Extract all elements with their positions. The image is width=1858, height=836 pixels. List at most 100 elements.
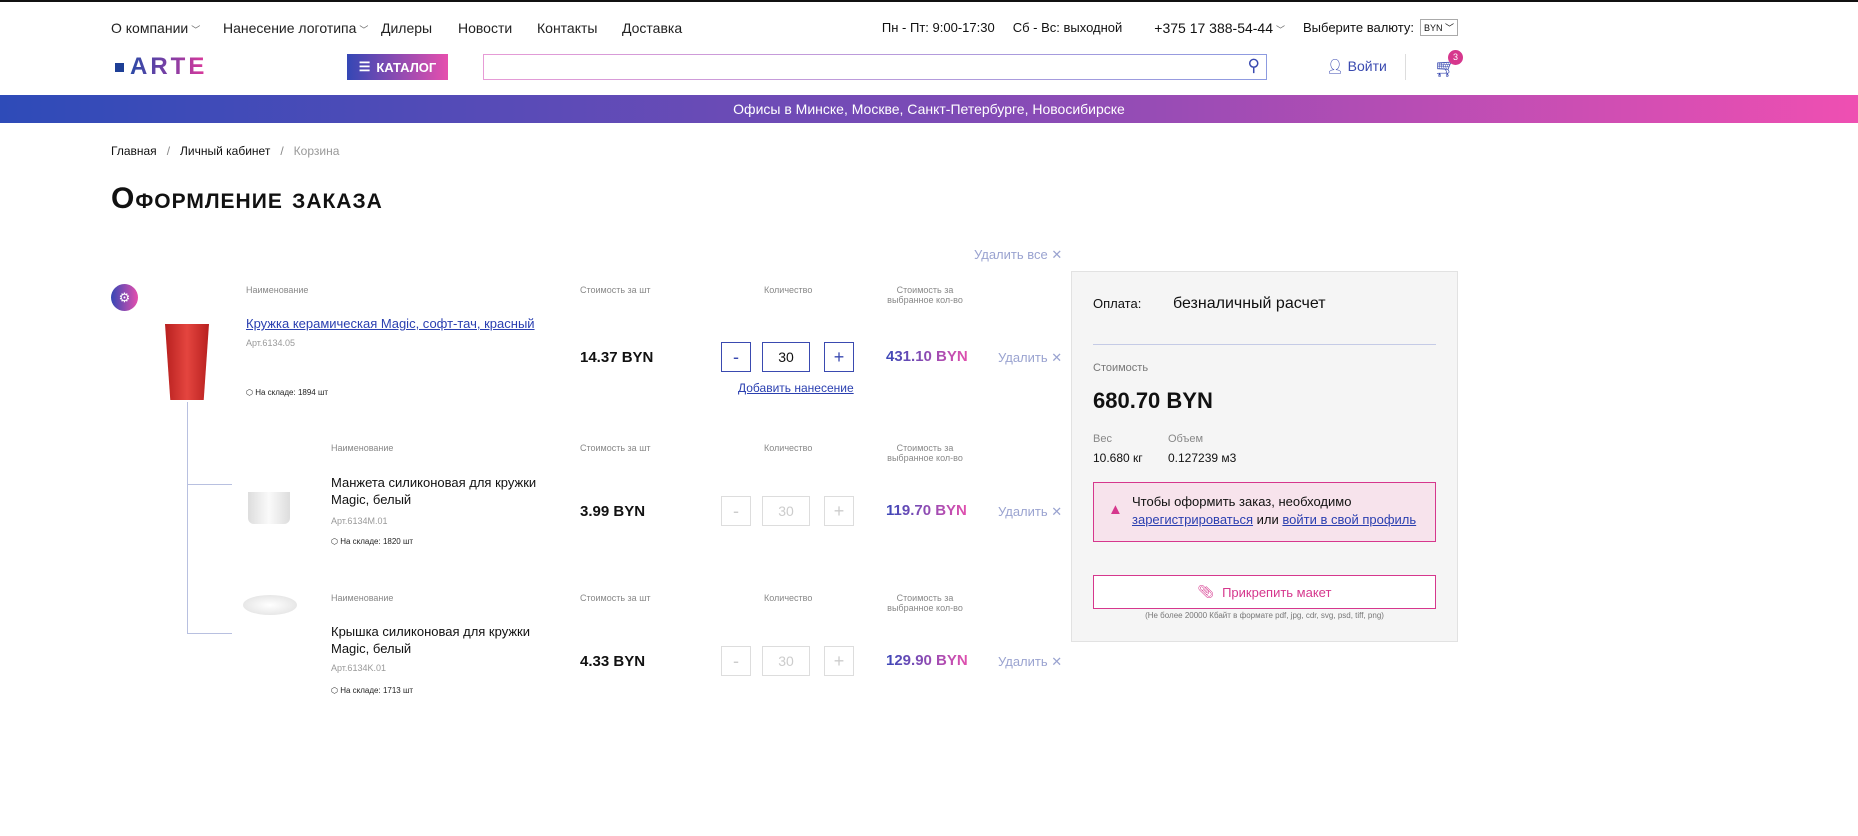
add-print-link[interactable]: Добавить нанесение: [738, 381, 854, 395]
hours-weekend: Сб - Вс: выходной: [1012, 20, 1123, 35]
currency-value: BYN: [1423, 23, 1443, 33]
weight-value: 10.680 кг: [1093, 451, 1143, 465]
payment-method[interactable]: безналичный расчет: [1173, 295, 1326, 312]
increase-button: +: [824, 496, 854, 526]
delete-button[interactable]: Удалить ✕: [998, 654, 1062, 670]
cart-badge: 3: [1448, 50, 1463, 65]
article: Арт.6134.05: [246, 338, 295, 348]
login-warning: ▲ Чтобы оформить заказ, необходимо зарег…: [1093, 482, 1436, 542]
breadcrumb: Главная / Личный кабинет / Корзина: [111, 144, 339, 158]
divider: [1405, 54, 1406, 80]
delete-button[interactable]: Удалить ✕: [998, 350, 1062, 366]
product-name[interactable]: Манжета силиконовая для кружки Magic, бе…: [331, 475, 537, 507]
cost-label: Стоимость: [1093, 362, 1149, 374]
login-profile-link[interactable]: войти в свой профиль: [1282, 512, 1417, 527]
close-icon: ✕: [1051, 247, 1063, 262]
currency-select[interactable]: BYN ﹀: [1419, 19, 1458, 36]
nav-news[interactable]: Новости: [458, 20, 513, 36]
column-label: Стоимость за шт: [580, 285, 651, 295]
or-text: или: [1256, 512, 1279, 527]
volume-value: 0.127239 м3: [1168, 451, 1237, 465]
nav-contacts[interactable]: Контакты: [537, 20, 598, 36]
tree-line: [187, 484, 232, 485]
chevron-down-icon: ﹀: [1276, 24, 1286, 35]
close-icon: ✕: [1051, 350, 1063, 365]
tree-line: [187, 633, 232, 634]
delete-label: Удалить: [998, 350, 1048, 365]
decrease-button[interactable]: -: [721, 342, 751, 372]
article: Арт.6134M.01: [331, 516, 388, 526]
total-cost: 680.70 BYN: [1093, 388, 1213, 413]
search-input[interactable]: ⚲: [483, 54, 1267, 80]
stock-text: На складе: 1894 шт: [255, 388, 329, 397]
delete-all-label: Удалить все: [974, 247, 1048, 262]
unit-price: 4.33 BYN: [580, 653, 646, 670]
gear-icon[interactable]: ⚙: [111, 284, 138, 311]
column-label: Стоимость за выбранное кол-во: [887, 443, 963, 463]
nav-logo-print[interactable]: Нанесение логотипа ﹀: [223, 20, 368, 36]
logo[interactable]: ARTE: [115, 53, 260, 80]
register-link[interactable]: зарегистрироваться: [1132, 512, 1254, 527]
nav-delivery[interactable]: Доставка: [622, 20, 683, 36]
quantity-input[interactable]: 30: [762, 342, 810, 372]
currency-group: Выберите валюту: BYN ﹀: [1303, 19, 1458, 36]
warning-text: Чтобы оформить заказ, необходимо: [1132, 494, 1352, 509]
nav-label: О компании: [111, 20, 189, 36]
paperclip-icon: 📎︎: [1197, 584, 1215, 599]
stock: ⬡ На складе: 1713 шт: [331, 686, 413, 695]
volume-label: Объем: [1168, 433, 1204, 445]
breadcrumb-account[interactable]: Личный кабинет: [180, 144, 271, 158]
quantity-input: 30: [762, 496, 810, 526]
attach-layout-button[interactable]: 📎︎ Прикрепить макет: [1093, 575, 1436, 609]
login-label: Войти: [1347, 58, 1387, 74]
catalog-label: КАТАЛОГ: [376, 59, 437, 75]
chevron-down-icon: ﹀: [359, 25, 369, 35]
product-link[interactable]: Кружка керамическая Magic, софт-тач, кра…: [246, 316, 535, 331]
column-label: Количество: [764, 443, 813, 453]
attach-label: Прикрепить макет: [1222, 584, 1332, 600]
column-label: Наименование: [331, 443, 394, 453]
top-info: Пн - Пт: 9:00-17:30 Сб - Вс: выходной +3…: [882, 19, 1458, 36]
product-image[interactable]: [165, 324, 209, 400]
increase-button[interactable]: +: [824, 342, 854, 372]
phone: +375 17 388-54-44: [1154, 19, 1273, 36]
column-label: Стоимость за выбранное кол-во: [887, 593, 963, 613]
unit-price: 14.37 BYN: [580, 349, 654, 366]
login-link[interactable]: 👤︎ Войти: [1326, 58, 1387, 75]
delete-all-button[interactable]: Удалить все ✕: [974, 247, 1062, 263]
box-icon: ⬡: [331, 686, 338, 695]
decrease-button: -: [721, 646, 751, 676]
column-label: Наименование: [331, 593, 394, 603]
nav-about[interactable]: О компании ﹀: [111, 20, 200, 36]
product-image[interactable]: [243, 595, 297, 615]
divider: [1093, 344, 1436, 345]
nav-dealers[interactable]: Дилеры: [381, 20, 433, 36]
column-label: Количество: [764, 285, 813, 295]
chevron-down-icon: ﹀: [191, 25, 201, 35]
menu-icon: ☰: [358, 59, 371, 74]
product-name[interactable]: Крышка силиконовая для кружки Magic, бел…: [331, 624, 530, 656]
product-image[interactable]: [248, 492, 290, 524]
unit-price: 3.99 BYN: [580, 503, 646, 520]
stock-text: На складе: 1713 шт: [340, 686, 414, 695]
payment-label: Оплата:: [1093, 296, 1142, 311]
breadcrumb-home[interactable]: Главная: [111, 144, 157, 158]
line-total: 129.90 BYN: [886, 652, 968, 669]
line-total: 431.10 BYN: [886, 348, 968, 365]
column-label: Стоимость за шт: [580, 443, 651, 453]
hours-weekdays: Пн - Пт: 9:00-17:30: [881, 20, 995, 35]
delete-label: Удалить: [998, 504, 1048, 519]
breadcrumb-current: Корзина: [293, 144, 340, 158]
catalog-button[interactable]: ☰ КАТАЛОГ: [347, 54, 448, 80]
phone-dropdown[interactable]: +375 17 388-54-44 ﹀: [1154, 20, 1285, 36]
search-icon[interactable]: ⚲: [1247, 56, 1260, 75]
close-icon: ✕: [1051, 654, 1063, 669]
nav-label: Нанесение логотипа: [223, 20, 357, 36]
column-label: Стоимость за шт: [580, 593, 651, 603]
logo-mark: [115, 62, 124, 72]
delete-label: Удалить: [998, 654, 1048, 669]
column-label: Стоимость за выбранное кол-во: [887, 285, 963, 305]
warning-icon: ▲: [1108, 501, 1123, 518]
stock-text: На складе: 1820 шт: [340, 537, 414, 546]
delete-button[interactable]: Удалить ✕: [998, 504, 1062, 520]
